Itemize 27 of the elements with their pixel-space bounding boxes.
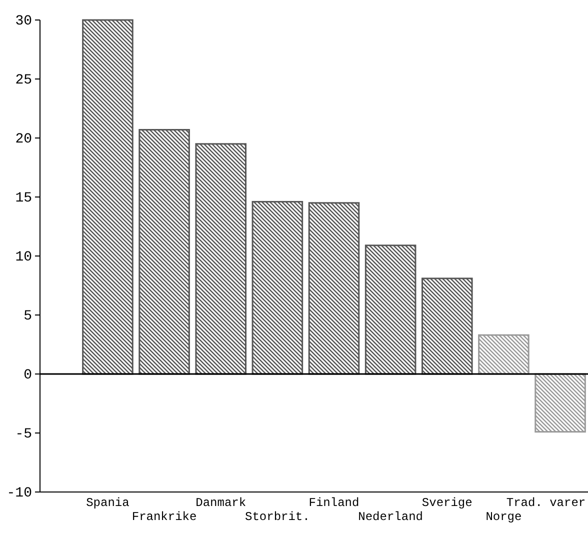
x-tick-label: Sverige [422,496,472,510]
bar [534,373,586,433]
x-tick-label: Danmark [196,496,246,510]
x-tick-label: Norge [486,510,522,524]
y-tick-label: 10 [15,249,32,266]
y-tick-label: -5 [15,426,32,442]
x-tick-label: Nederland [358,510,423,524]
y-tick-label: 30 [15,13,32,30]
x-tick-label: Spania [86,496,130,510]
y-tick-label: 25 [15,72,32,88]
x-tick-label: Frankrike [132,510,197,524]
y-tick-label: 15 [15,190,32,206]
bar [364,244,416,375]
bar [308,202,360,375]
x-tick-label: Storbrit. [245,510,310,524]
y-tick-label: 5 [24,308,32,324]
bar [252,200,304,375]
bar [82,19,134,375]
y-tick-label: 20 [15,131,32,148]
bar [422,278,473,375]
x-tick-label: Finland [308,496,360,510]
bar [138,128,190,375]
bar [478,334,530,375]
y-tick-label: -10 [6,485,32,502]
bar [195,143,246,375]
x-tick-label: Trad. varer [506,496,586,510]
y-tick-label: 0 [24,367,32,384]
